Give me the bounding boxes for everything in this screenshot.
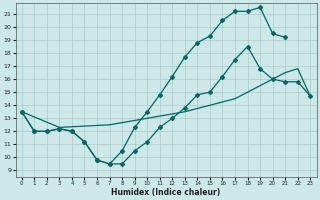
X-axis label: Humidex (Indice chaleur): Humidex (Indice chaleur) — [111, 188, 221, 197]
